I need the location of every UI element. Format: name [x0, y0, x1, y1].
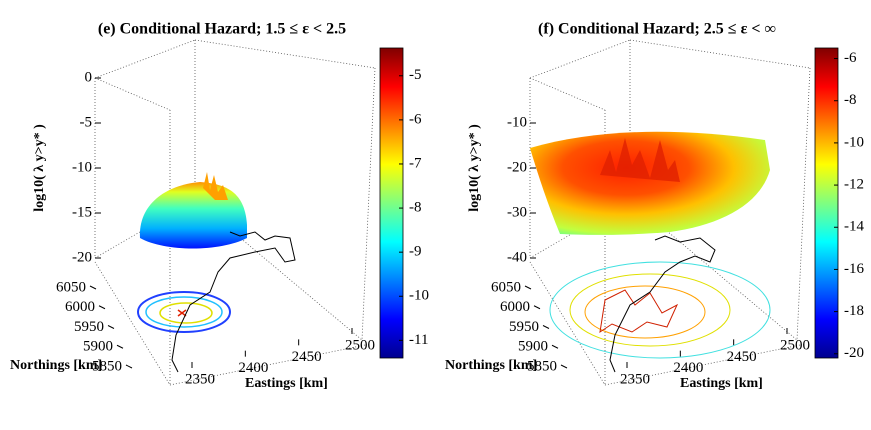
y-tick	[125, 364, 133, 369]
coastline	[171, 231, 296, 373]
y-tick	[533, 305, 541, 310]
colorbar	[814, 47, 839, 359]
box-edge	[194, 39, 376, 69]
z-label: log10( λ y>y* )	[32, 124, 47, 212]
box-edge	[361, 67, 376, 341]
colorbar-tick-label: -8	[844, 92, 857, 108]
y-label: Northings [km]	[445, 358, 537, 373]
z-tick-label: -40	[507, 249, 527, 265]
surface-peak	[600, 138, 680, 182]
x-tick-label: 2450	[292, 349, 322, 365]
box-edge	[94, 261, 171, 386]
y-tick	[98, 305, 106, 310]
x-tick-label: 2500	[780, 337, 810, 353]
x-tick-label: 2400	[238, 360, 268, 376]
z-tick-label: -15	[72, 204, 92, 220]
box-edge	[629, 39, 811, 69]
y-label: Northings [km]	[10, 358, 102, 373]
surface-peak	[203, 172, 228, 200]
colorbar-tick-label: -20	[844, 345, 864, 361]
contour	[137, 291, 231, 333]
colorbar-tick-label: -6	[409, 111, 422, 127]
surface	[139, 182, 247, 249]
box-edge	[169, 344, 366, 386]
z-tick-label: -10	[72, 159, 92, 175]
colorbar-tick-label: -14	[844, 219, 864, 235]
colorbar-tick-label: -7	[409, 155, 422, 171]
colorbar-tick-label: -5	[409, 67, 422, 83]
x-label: Eastings [km]	[245, 376, 328, 391]
z-tick-label: 0	[85, 69, 93, 85]
y-tick-label: 5950	[509, 319, 539, 335]
y-tick-label: 5950	[74, 319, 104, 335]
y-tick-label: 5900	[518, 339, 548, 355]
y-tick-label: 5850	[527, 358, 557, 374]
colorbar-tick-label: -11	[409, 332, 428, 348]
contour	[549, 261, 771, 359]
y-tick	[116, 344, 124, 349]
y-tick	[89, 285, 97, 290]
colorbar-tick-label: -16	[844, 261, 864, 277]
y-tick-label: 6000	[500, 299, 530, 315]
chart-title: (e) Conditional Hazard; 1.5 ≤ ε < 2.5	[98, 21, 346, 38]
contour	[177, 309, 187, 317]
z-tick-label: -20	[507, 159, 527, 175]
y-tick	[107, 325, 115, 329]
colorbar-tick-label: -12	[844, 177, 864, 193]
y-tick	[551, 344, 559, 349]
coastline	[609, 235, 716, 373]
contour	[569, 273, 731, 347]
y-tick-label: 6050	[491, 279, 521, 295]
surface	[530, 131, 770, 235]
x-tick-label: 2350	[185, 371, 215, 387]
box-edge	[604, 344, 801, 386]
box-edge	[94, 77, 171, 111]
y-tick-label: 6000	[65, 299, 95, 315]
colorbar-tick-label: -6	[844, 50, 857, 66]
panel-decor	[137, 131, 771, 373]
chart-title: (f) Conditional Hazard; 2.5 ≤ ε < ∞	[538, 21, 776, 38]
box-edge	[529, 77, 606, 111]
contour	[599, 289, 679, 334]
colorbar-tick-label: -10	[409, 288, 429, 304]
contour	[159, 302, 213, 324]
colorbar-tick-label: -18	[844, 303, 864, 319]
y-tick-label: 6050	[56, 279, 86, 295]
box-edge	[94, 39, 196, 79]
z-tick-label: -10	[507, 114, 527, 130]
box-edge	[529, 39, 631, 79]
y-tick	[560, 364, 568, 369]
colorbar-tick-label: -8	[409, 200, 422, 216]
x-tick-label: 2400	[673, 360, 703, 376]
x-tick-label: 2450	[727, 349, 757, 365]
colorbar-tick-label: -9	[409, 244, 422, 260]
y-tick-label: 5900	[83, 339, 113, 355]
x-tick-label: 2500	[345, 337, 375, 353]
z-tick-label: -20	[72, 249, 92, 265]
contour	[145, 296, 223, 328]
y-tick-label: 5850	[92, 358, 122, 374]
y-tick	[524, 285, 532, 290]
z-tick-label: -30	[507, 204, 527, 220]
box-edge	[796, 67, 811, 341]
z-label: log10( λ y>y* )	[467, 124, 482, 212]
x-label: Eastings [km]	[680, 376, 763, 391]
colorbar-tick-label: -10	[844, 134, 864, 150]
z-tick-label: -5	[80, 114, 93, 130]
colorbar	[379, 47, 404, 359]
box-edge	[529, 261, 606, 386]
x-tick-label: 2350	[620, 371, 650, 387]
contour	[584, 285, 706, 339]
y-tick	[542, 325, 550, 329]
